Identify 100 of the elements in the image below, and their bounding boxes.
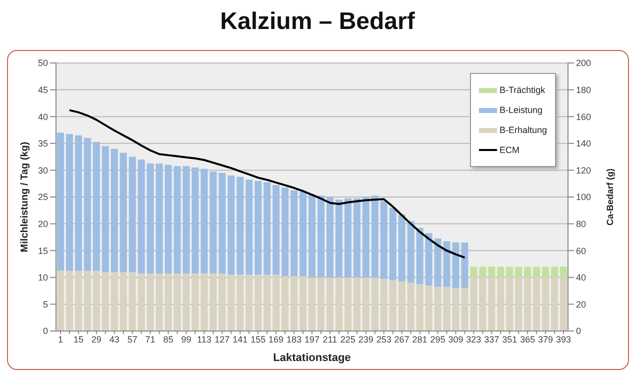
x-tick-label: 393 bbox=[556, 334, 572, 344]
bar bbox=[362, 277, 370, 331]
bar bbox=[479, 277, 486, 331]
y-tick-label: 25 bbox=[38, 192, 48, 202]
bar bbox=[146, 164, 154, 274]
bar bbox=[407, 282, 414, 331]
x-tick-label: 155 bbox=[250, 334, 266, 344]
x-tick-label: 337 bbox=[484, 334, 500, 344]
bar bbox=[398, 281, 406, 331]
x-axis-title: Laktationstage bbox=[273, 352, 351, 364]
x-tick-label: 99 bbox=[181, 334, 192, 344]
x-tick-label: 1 bbox=[58, 334, 63, 344]
y2-tick-label: 160 bbox=[576, 112, 592, 122]
y2-tick-label: 0 bbox=[576, 326, 582, 336]
bar bbox=[506, 266, 514, 278]
bar bbox=[416, 228, 424, 284]
bar bbox=[452, 242, 460, 288]
bar bbox=[57, 270, 64, 331]
y2-tick-label: 180 bbox=[576, 84, 592, 95]
bar bbox=[254, 274, 262, 331]
x-tick-label: 141 bbox=[232, 334, 248, 344]
x-tick-label: 43 bbox=[109, 334, 120, 344]
y-axis-title: Milchleistung / Tag (kg) bbox=[20, 142, 31, 252]
bar bbox=[138, 159, 145, 274]
x-tick-label: 15 bbox=[73, 334, 84, 344]
bar bbox=[236, 176, 244, 275]
bar bbox=[228, 274, 235, 331]
bar bbox=[461, 242, 468, 288]
y-tick-label: 30 bbox=[38, 165, 48, 176]
bar bbox=[74, 270, 82, 331]
bar bbox=[371, 196, 378, 278]
bar bbox=[92, 142, 100, 271]
bar bbox=[389, 280, 396, 331]
bar bbox=[164, 273, 172, 331]
bar bbox=[102, 146, 109, 272]
bar bbox=[353, 198, 360, 278]
x-tick-label: 281 bbox=[412, 334, 428, 344]
bar bbox=[300, 192, 307, 276]
bar bbox=[560, 266, 568, 278]
bar bbox=[452, 288, 460, 331]
bar bbox=[218, 273, 226, 331]
bar bbox=[506, 277, 514, 331]
bar bbox=[398, 214, 406, 282]
x-tick-label: 239 bbox=[358, 334, 374, 344]
y-tick-label: 45 bbox=[38, 84, 48, 95]
bar bbox=[560, 277, 568, 331]
x-tick-label: 169 bbox=[268, 334, 284, 344]
bar bbox=[344, 277, 352, 331]
y2-tick-label: 40 bbox=[576, 272, 586, 283]
bar bbox=[470, 277, 478, 331]
x-tick-label: 85 bbox=[163, 334, 174, 344]
y-tick-label: 35 bbox=[38, 138, 48, 149]
bar bbox=[84, 138, 91, 271]
bar bbox=[317, 196, 324, 278]
bar bbox=[66, 270, 73, 331]
y-tick-label: 5 bbox=[42, 299, 48, 310]
bar bbox=[84, 270, 91, 331]
bar bbox=[407, 221, 414, 283]
x-tick-label: 197 bbox=[304, 334, 320, 344]
bar bbox=[200, 168, 208, 274]
bar bbox=[210, 172, 217, 274]
legend-label: B-Leistung bbox=[499, 105, 542, 115]
bar bbox=[146, 273, 154, 331]
bar bbox=[290, 276, 298, 331]
bar bbox=[416, 284, 424, 331]
bar bbox=[470, 266, 478, 278]
bar bbox=[264, 274, 271, 331]
bar bbox=[335, 277, 342, 331]
bar bbox=[542, 266, 550, 278]
x-tick-label: 267 bbox=[394, 334, 410, 344]
y2-axis-title: Ca-Bedarf (g) bbox=[605, 168, 616, 226]
bar bbox=[282, 276, 289, 331]
x-tick-label: 295 bbox=[430, 334, 446, 344]
bar bbox=[380, 278, 388, 331]
bar bbox=[515, 277, 522, 331]
y-tick-label: 0 bbox=[42, 326, 48, 336]
bar bbox=[174, 273, 181, 331]
bar bbox=[200, 273, 208, 331]
bar bbox=[92, 270, 100, 331]
y-tick-label: 15 bbox=[38, 246, 48, 256]
y2-tick-label: 200 bbox=[576, 58, 592, 68]
x-tick-label: 57 bbox=[127, 334, 138, 344]
bar bbox=[102, 272, 109, 331]
y2-tick-label: 80 bbox=[576, 218, 586, 229]
y-tick-label: 40 bbox=[38, 112, 48, 122]
bar bbox=[389, 208, 396, 280]
bar bbox=[246, 180, 253, 275]
bar bbox=[461, 288, 468, 331]
x-tick-label: 379 bbox=[538, 334, 554, 344]
bar bbox=[282, 188, 289, 276]
bar bbox=[344, 198, 352, 278]
bar bbox=[120, 272, 127, 331]
bar bbox=[479, 266, 486, 278]
bar bbox=[488, 266, 496, 278]
bar bbox=[300, 276, 307, 331]
x-tick-label: 127 bbox=[214, 334, 230, 344]
y2-tick-label: 20 bbox=[576, 299, 586, 310]
y2-tick-label: 120 bbox=[576, 165, 592, 176]
bar bbox=[551, 277, 558, 331]
bar bbox=[353, 277, 360, 331]
